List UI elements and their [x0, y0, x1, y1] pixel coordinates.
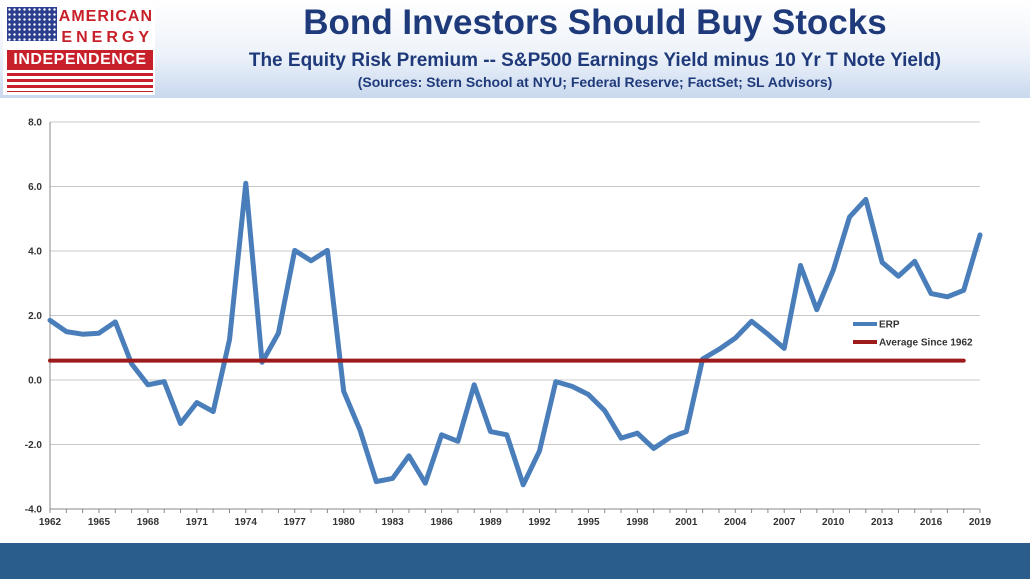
- y-tick-label: 2.0: [28, 311, 42, 322]
- page-title: Bond Investors Should Buy Stocks: [303, 3, 887, 42]
- legend-label: Average Since 1962: [879, 338, 973, 349]
- x-tick-label: 2019: [969, 517, 992, 528]
- legend-label: ERP: [879, 320, 900, 331]
- x-tick-label: 1977: [284, 517, 307, 528]
- chart-grid: [50, 121, 980, 510]
- x-tick-label: 2007: [773, 517, 796, 528]
- logo-stripes: [7, 73, 153, 92]
- sources-note: (Sources: Stern School at NYU; Federal R…: [357, 74, 833, 90]
- x-tick-label: 2016: [920, 517, 943, 528]
- x-tick-label: 1986: [430, 517, 453, 528]
- x-tick-label: 1968: [137, 517, 160, 528]
- flag-icon: [7, 7, 57, 41]
- x-tick-label: 2010: [822, 517, 845, 528]
- chart-series: [47, 180, 983, 488]
- page-subtitle: The Equity Risk Premium -- S&P500 Earnin…: [248, 50, 942, 71]
- footer-band: [0, 543, 1030, 579]
- x-tick-label: 2004: [724, 517, 747, 528]
- y-tick-label: 0.0: [28, 376, 42, 387]
- x-tick-label: 1980: [333, 517, 356, 528]
- x-tick-label: 1965: [88, 517, 111, 528]
- x-tick-label: 1962: [39, 517, 62, 528]
- x-tick-label: 1995: [577, 517, 600, 528]
- y-tick-label: -2.0: [25, 440, 43, 451]
- logo-text-line3: INDEPENDENCE: [7, 50, 153, 70]
- x-tick-label: 1971: [186, 517, 209, 528]
- erp-series-line: [47, 180, 983, 488]
- y-tick-label: 4.0: [28, 247, 42, 258]
- header-banner: AMERICAN ENERGY INDEPENDENCE Bond Invest…: [0, 0, 1030, 98]
- x-tick-label: 1974: [235, 517, 258, 528]
- y-tick-label: 8.0: [28, 118, 42, 129]
- american-energy-independence-logo: AMERICAN ENERGY INDEPENDENCE: [3, 3, 155, 95]
- y-tick-label: 6.0: [28, 182, 42, 193]
- chart-legend: ERP Average Since 1962: [853, 320, 973, 349]
- x-tick-label: 2013: [871, 517, 894, 528]
- x-tick-label: 1992: [528, 517, 551, 528]
- logo-text-line2: ENERGY: [61, 29, 153, 46]
- logo-text-line1: AMERICAN: [58, 8, 153, 25]
- y-tick-label: -4.0: [25, 505, 43, 516]
- x-tick-label: 2001: [675, 517, 698, 528]
- x-tick-label: 1998: [626, 517, 649, 528]
- x-tick-label: 1983: [382, 517, 405, 528]
- x-tick-label: 1989: [479, 517, 502, 528]
